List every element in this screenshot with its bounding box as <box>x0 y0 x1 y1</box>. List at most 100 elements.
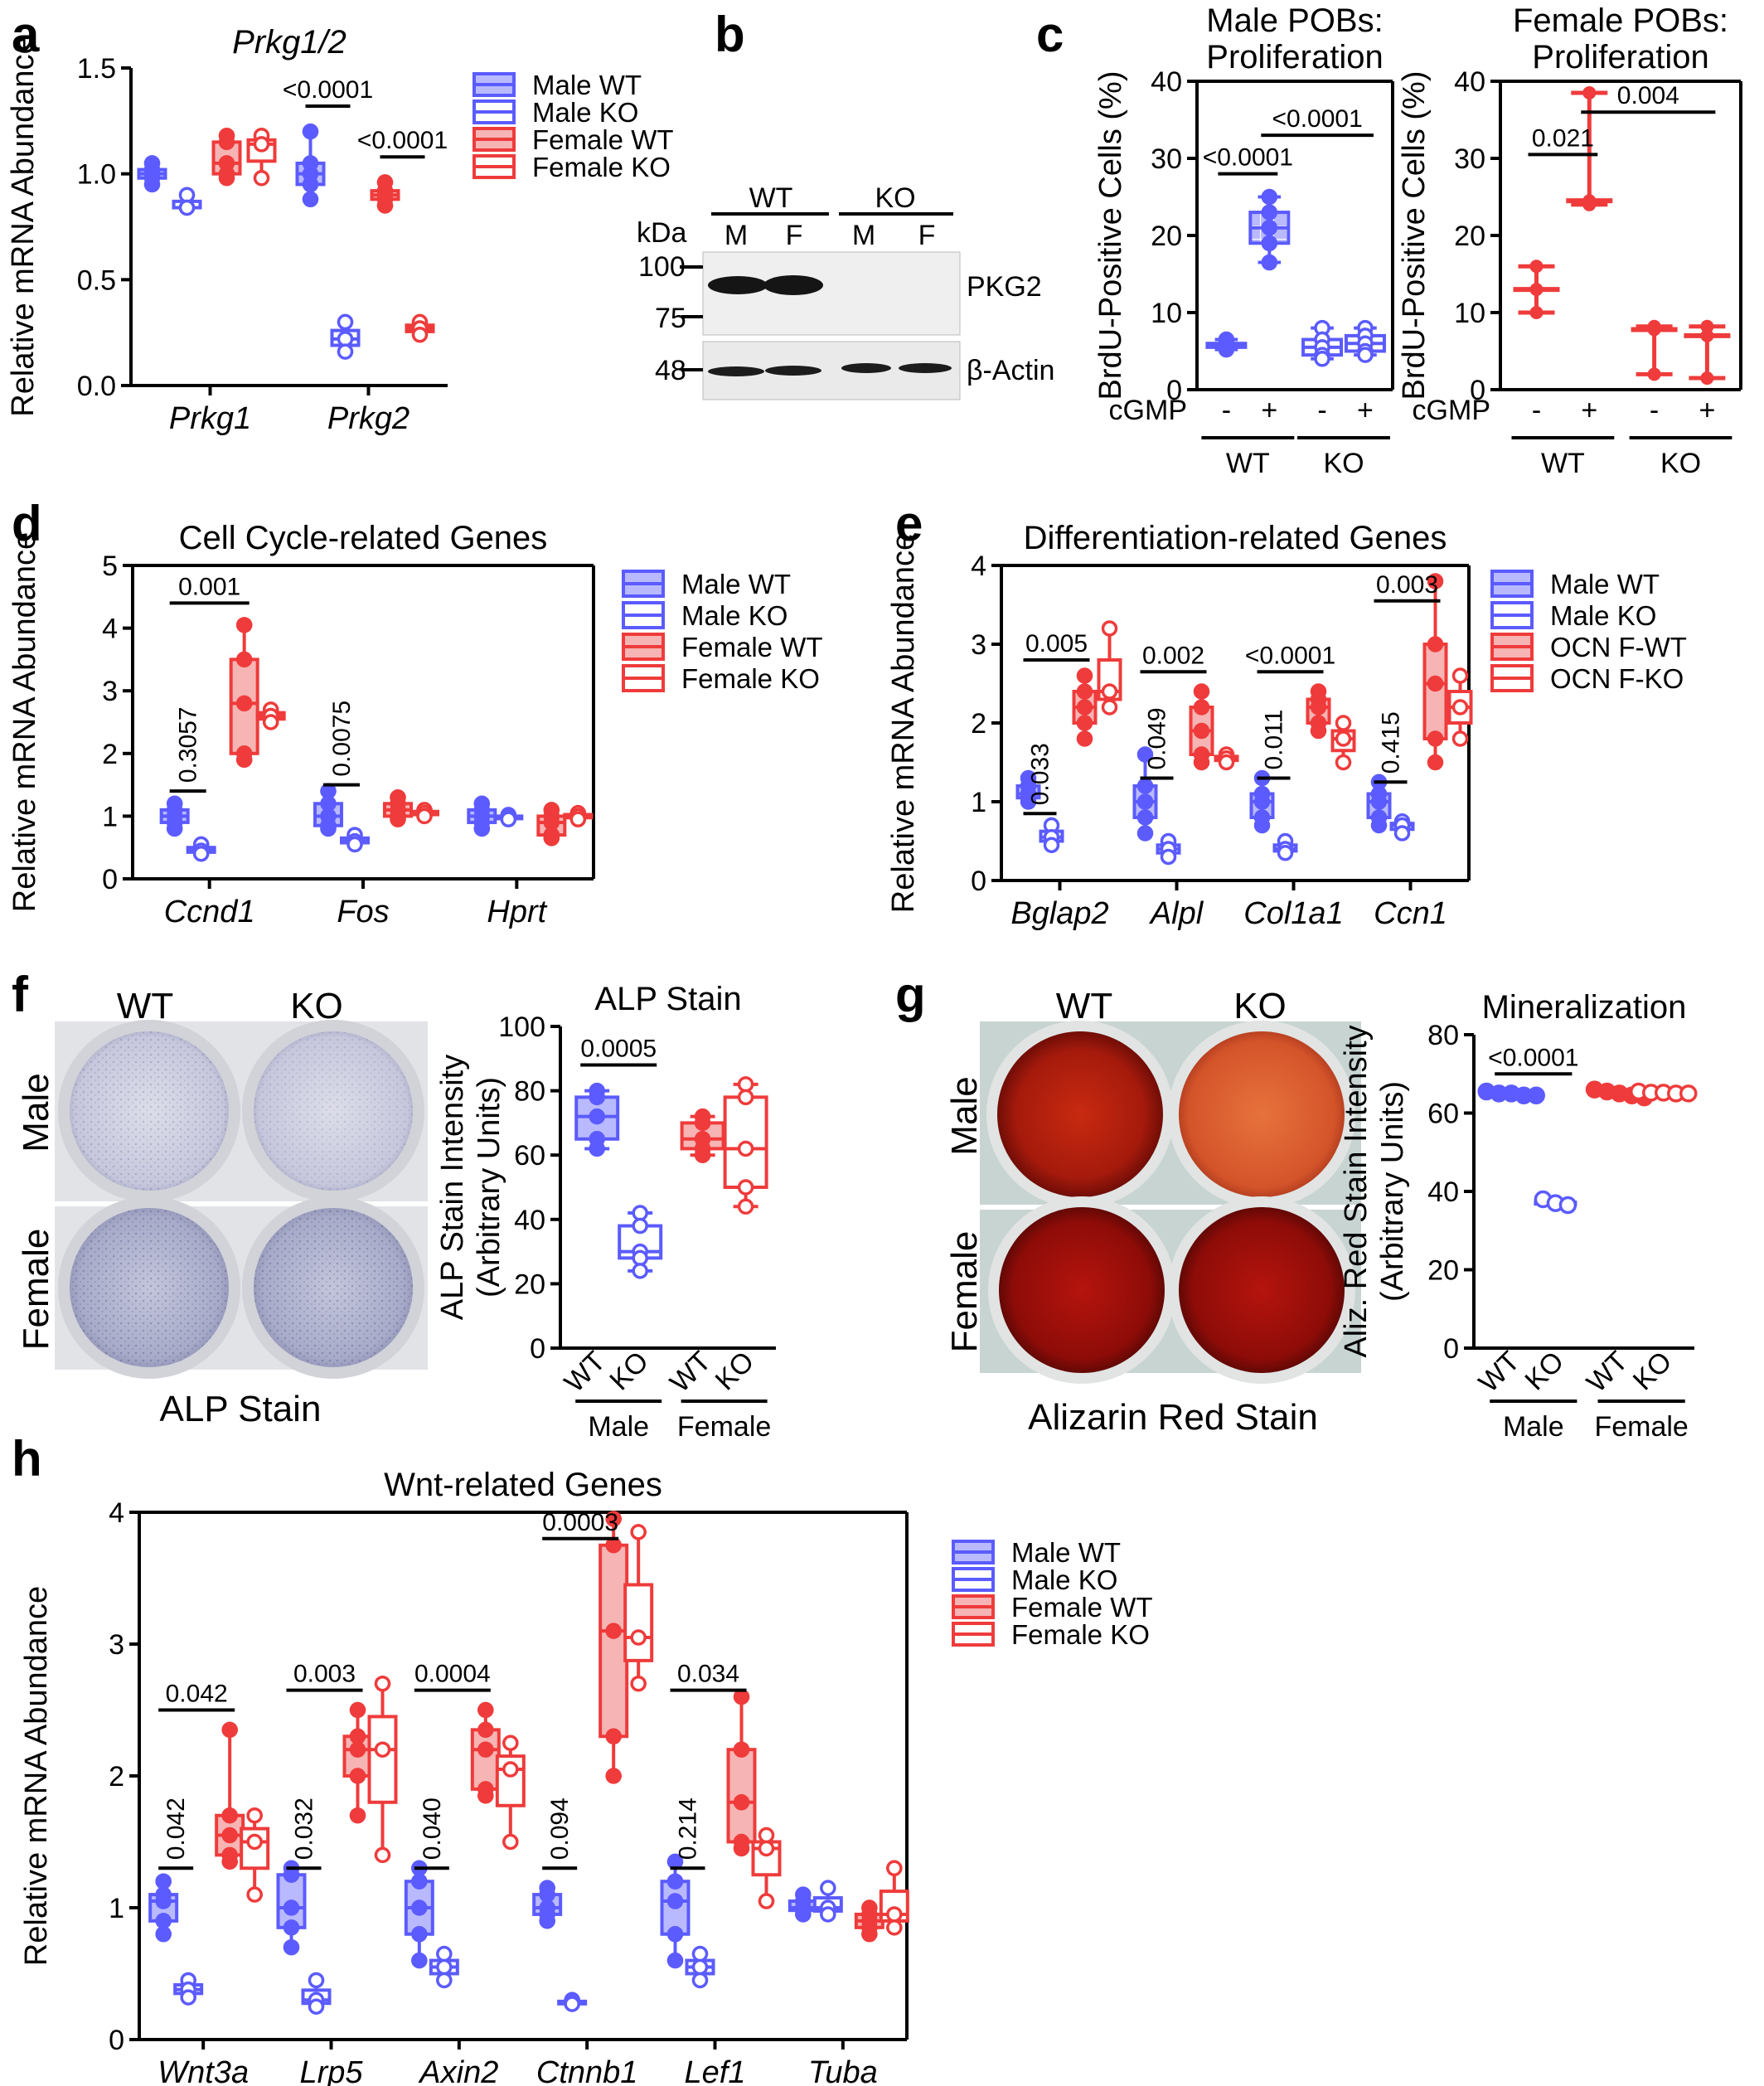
blot-marker-48: 48 <box>655 355 686 386</box>
h-male-wt-point <box>411 1873 428 1890</box>
e-legend-label: OCN F-KO <box>1550 663 1684 694</box>
alp-col-wt: WT <box>117 986 173 1026</box>
ar-well-female-ko <box>1179 1207 1345 1373</box>
h-female-ko-point <box>374 1846 391 1864</box>
e-legend-label: Male KO <box>1550 600 1656 631</box>
h-female-wt-point <box>349 1807 366 1824</box>
d-title: Cell Cycle-related Genes <box>179 520 548 556</box>
ar-well-female-wt <box>999 1207 1165 1373</box>
h-female-wt-point <box>221 1807 238 1824</box>
h-p-value: 0.042 <box>166 1681 228 1708</box>
h-male-wt-point <box>283 1899 300 1916</box>
f-group-point <box>632 1217 648 1235</box>
c2-point <box>1647 323 1661 337</box>
c1-treatment-level: + <box>1357 395 1374 426</box>
f-group-point <box>737 1198 754 1215</box>
e-male-ko-point <box>1043 837 1060 853</box>
e-male-wt-point <box>1136 809 1154 826</box>
blot-band-actin-lane3 <box>841 363 891 373</box>
g-y-tick-label: 60 <box>1427 1099 1459 1130</box>
c2-point <box>1700 328 1714 342</box>
d-female-wt-point <box>235 617 253 633</box>
e-female-ko-point <box>1451 699 1469 716</box>
h-female-wt-point <box>349 1728 366 1745</box>
h-male-ko-point <box>436 1972 453 1989</box>
a-male-wt-point <box>143 165 161 182</box>
f-x-tick-label: KO <box>603 1346 655 1397</box>
blot-band-label-pkg2: PKG2 <box>967 271 1042 303</box>
d-y-axis-label: Relative mRNA Abundance <box>7 532 42 912</box>
a-y-tick-label: 0.0 <box>77 371 116 402</box>
e-y-tick-label: 2 <box>971 708 986 740</box>
f-group-point <box>737 1089 754 1106</box>
d-y-tick-label: 3 <box>102 676 118 707</box>
d-y-tick-label: 0 <box>102 864 118 895</box>
h-female-ko-box <box>623 1583 654 1662</box>
h-y-tick-label: 4 <box>109 1497 124 1529</box>
h-legend-label: Female WT <box>1011 1592 1153 1623</box>
h-male-wt-point <box>155 1913 172 1929</box>
d-male-wt-point <box>320 820 337 837</box>
f-group-point <box>589 1089 605 1106</box>
ar-caption: Alizarin Red Stain <box>1028 1397 1318 1438</box>
f-y-axis-label: ALP Stain Intensity <box>435 1055 470 1320</box>
h-female-ko-point <box>502 1761 519 1778</box>
a-female-ko-point <box>411 326 429 343</box>
e-female-wt-point <box>1076 699 1093 716</box>
h-male-wt-point <box>666 1926 684 1943</box>
h-female-wt-point <box>733 1794 750 1811</box>
d-y-tick-label: 5 <box>102 551 118 582</box>
a-legend-label: Male WT <box>532 70 642 100</box>
ar-row-female: Female <box>944 1231 985 1353</box>
e-x-tick-label: Ccn1 <box>1374 896 1447 931</box>
f-group-box <box>723 1095 768 1189</box>
g-y-tick-label: 0 <box>1443 1333 1459 1365</box>
g-group-label: Female <box>1594 1411 1688 1443</box>
blot-group-wt: WT <box>749 182 793 214</box>
e-female-wt-point <box>1193 699 1210 716</box>
a-p-value: <0.0001 <box>357 127 448 154</box>
h-x-tick-label: Axin2 <box>418 2055 498 2086</box>
f-group-label: Female <box>677 1411 771 1443</box>
h-male-wt-point <box>283 1938 300 1956</box>
e-male-wt-point <box>1136 793 1154 810</box>
g-y-tick-label: 20 <box>1427 1255 1459 1287</box>
c2-title: Proliferation <box>1532 39 1708 75</box>
h-female-ko-point <box>758 1826 775 1844</box>
f-group-point <box>694 1114 711 1132</box>
alp-well-texture-male-wt <box>70 1031 229 1191</box>
e-female-wt-point <box>1427 730 1444 747</box>
c2-point <box>1700 319 1714 333</box>
c1-group-point <box>1357 347 1374 363</box>
h-female-wt-point <box>477 1788 494 1804</box>
c1-genotype-label: WT <box>1226 448 1270 479</box>
e-p-value: 0.049 <box>1144 707 1171 769</box>
h-male-ko-point <box>308 1998 325 2015</box>
h-male-wt-point <box>411 1926 428 1943</box>
panel-label-h: h <box>12 1431 42 1487</box>
a-x-tick-label: Prkg1 <box>169 401 251 436</box>
c2-treatment-level: + <box>1581 395 1597 426</box>
e-x-tick-label: Col1a1 <box>1243 896 1343 931</box>
a-y-axis-label: Relative mRNA Abundance <box>6 36 41 416</box>
h-male-wt-point <box>283 1866 300 1883</box>
d-female-wt-point <box>390 811 406 827</box>
h-female-ko-point <box>630 1524 647 1540</box>
h-female-wt-box <box>470 1728 501 1791</box>
h-female-wt-point <box>349 1741 366 1758</box>
panel-label-f: f <box>12 967 29 1022</box>
e-y-axis-label: Relative mRNA Abundance <box>886 533 921 913</box>
a-female-wt-point <box>376 191 394 208</box>
e-female-ko-point <box>1218 754 1235 771</box>
e-female-ko-point <box>1101 620 1118 637</box>
f-y-tick-label: 100 <box>498 1011 545 1043</box>
e-p-value: 0.003 <box>1376 571 1438 599</box>
c1-group-point <box>1261 219 1278 236</box>
h-female-wt-point <box>221 1853 238 1870</box>
d-male-ko-point <box>500 811 517 827</box>
ar-col-wt: WT <box>1056 986 1112 1026</box>
alizarin-red-photo: WT KO Male Female Alizarin Red Stain <box>944 986 1361 1438</box>
h-legend-label: Female KO <box>1011 1619 1150 1650</box>
a-y-tick-label: 1.5 <box>77 53 116 85</box>
